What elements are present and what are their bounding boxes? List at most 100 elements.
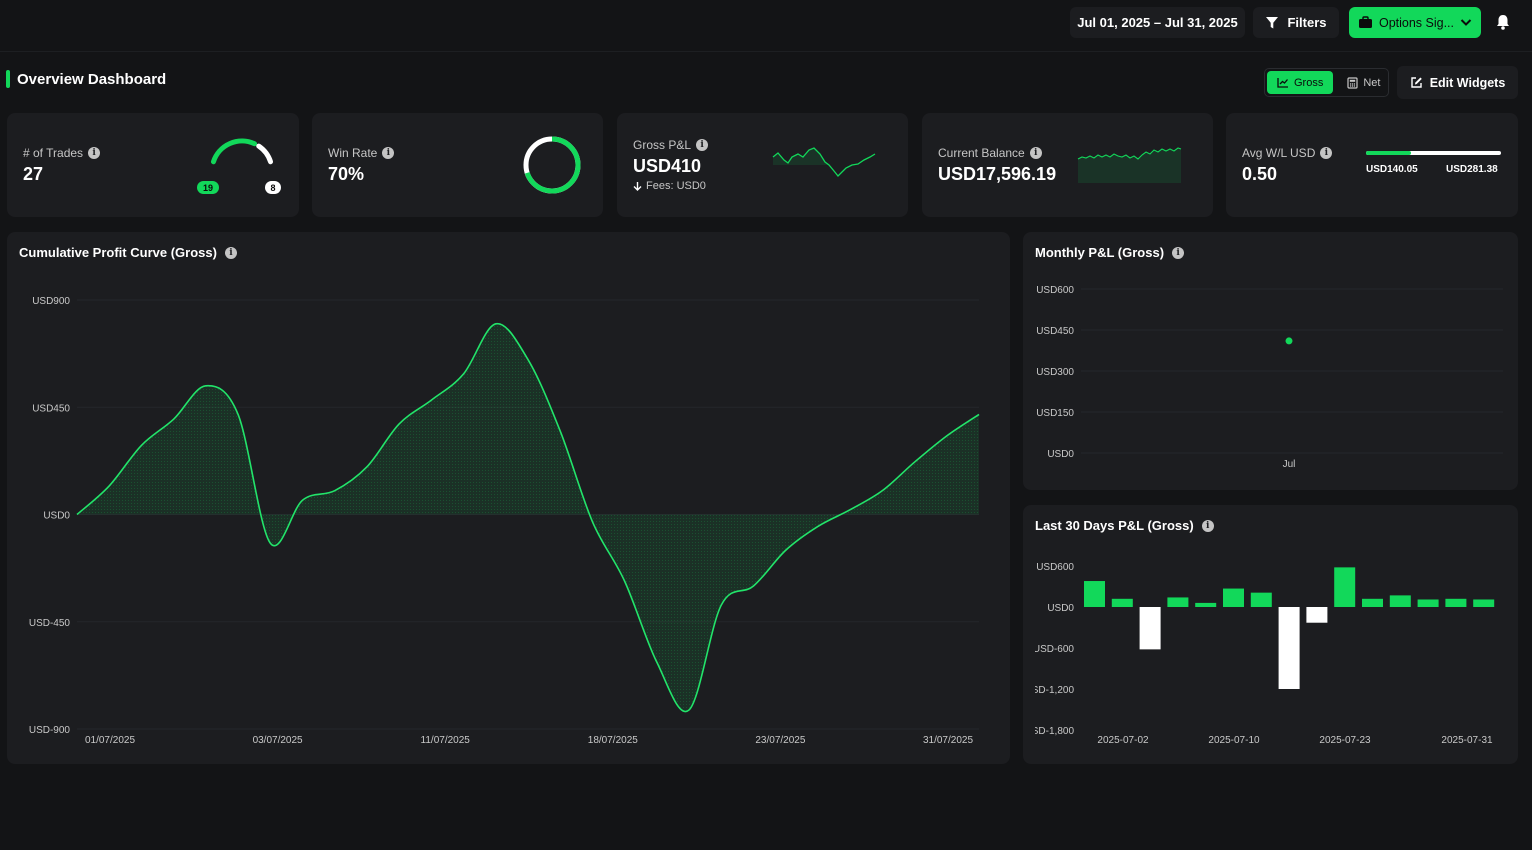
y-tick-label: USD-1,200 bbox=[1025, 685, 1075, 696]
pnl-bar[interactable] bbox=[1278, 607, 1300, 689]
last30-title-text: Last 30 Days P&L (Gross) bbox=[1035, 518, 1194, 533]
pnl-bar[interactable] bbox=[1417, 599, 1439, 607]
avg-loss-value: USD281.38 bbox=[1446, 164, 1498, 175]
balance-sparkline-fill bbox=[1078, 148, 1181, 183]
pnl-bar[interactable] bbox=[1389, 595, 1411, 607]
x-tick-label: 23/07/2025 bbox=[755, 735, 805, 746]
cumulative-chart: USD900 USD450 USD0 USD-450 USD-900 01/07/202… bbox=[29, 296, 980, 746]
x-tick-label: 2025-07-02 bbox=[1097, 735, 1149, 746]
x-tick-label: 18/07/2025 bbox=[588, 735, 638, 746]
trades-label: # of Trades i bbox=[23, 146, 101, 160]
gross-label: Gross bbox=[1294, 76, 1324, 89]
y-tick-label: USD0 bbox=[1047, 603, 1074, 614]
win-rate-ring bbox=[523, 136, 581, 194]
avg-wl-card: Avg W/L USD i 0.50 USD140.05 USD281.38 bbox=[1226, 113, 1518, 217]
ring-win-arc bbox=[523, 136, 581, 194]
info-icon[interactable]: i bbox=[1172, 246, 1185, 259]
cumulative-line bbox=[76, 323, 980, 713]
x-tick-label: 2025-07-31 bbox=[1441, 735, 1493, 746]
pnl-bar[interactable] bbox=[1111, 598, 1133, 607]
trades-value: 27 bbox=[23, 164, 44, 184]
filter-icon bbox=[1266, 16, 1279, 28]
sparkline-fill bbox=[773, 148, 829, 165]
info-icon[interactable]: i bbox=[382, 147, 395, 159]
monthly-chart: USD600 USD450 USD300 USD150 USD0 Jul bbox=[1036, 285, 1503, 470]
y-tick-label: USD600 bbox=[1036, 562, 1074, 573]
gross-pnl-value: USD410 bbox=[633, 156, 702, 176]
x-tick-label: 2025-07-23 bbox=[1319, 735, 1371, 746]
gross-net-toggle: Gross Net bbox=[1264, 68, 1389, 97]
balance-label: Current Balance i bbox=[938, 146, 1042, 160]
edit-widgets-button[interactable]: Edit Widgets bbox=[1397, 66, 1518, 99]
y-tick-label: USD300 bbox=[1036, 367, 1074, 378]
date-range-picker[interactable]: Jul 01, 2025 – Jul 31, 2025 bbox=[1070, 7, 1245, 38]
avg-win-bar-fill bbox=[1366, 151, 1411, 155]
pnl-bar[interactable] bbox=[1362, 598, 1383, 607]
top-bar: Jul 01, 2025 – Jul 31, 2025 Filters Opti… bbox=[0, 0, 1532, 52]
cumulative-title: Cumulative Profit Curve (Gross) i bbox=[19, 245, 237, 260]
page-title-text: Overview Dashboard bbox=[17, 70, 167, 88]
pnl-bar[interactable] bbox=[1306, 607, 1328, 623]
bell-icon[interactable] bbox=[1494, 13, 1512, 31]
pnl-bar[interactable] bbox=[1445, 598, 1467, 607]
avg-wl-label-text: Avg W/L USD bbox=[1242, 146, 1316, 160]
briefcase-icon bbox=[1358, 16, 1372, 28]
gross-pnl-card: Gross P&L i USD410 Fees: USD0 bbox=[617, 113, 908, 217]
info-icon[interactable]: i bbox=[224, 246, 237, 259]
pnl-bar[interactable] bbox=[1334, 567, 1356, 607]
avg-wl-value: 0.50 bbox=[1242, 164, 1278, 184]
info-icon[interactable]: i bbox=[696, 139, 709, 151]
net-label: Net bbox=[1363, 76, 1381, 89]
info-icon[interactable]: i bbox=[88, 147, 101, 159]
gross-pnl-label: Gross P&L i bbox=[633, 138, 709, 152]
edit-widgets-label: Edit Widgets bbox=[1429, 75, 1506, 90]
monthly-point[interactable] bbox=[1285, 337, 1293, 345]
monthly-title-text: Monthly P&L (Gross) bbox=[1035, 245, 1165, 260]
info-icon[interactable]: i bbox=[1029, 147, 1042, 159]
y-tick-label: USD150 bbox=[1036, 408, 1074, 419]
info-icon[interactable]: i bbox=[1320, 147, 1333, 159]
monthly-pnl-panel: Monthly P&L (Gross) i USD600 USD450 USD300… bbox=[1023, 232, 1518, 490]
gauge-win-arc bbox=[210, 138, 258, 165]
x-tick-label: 11/07/2025 bbox=[421, 735, 471, 746]
losses-count-badge: 8 bbox=[265, 181, 281, 194]
balance-card: Current Balance i USD17,596.19 bbox=[922, 113, 1213, 217]
pnl-bar[interactable] bbox=[1473, 599, 1495, 607]
page-title: Overview Dashboard bbox=[6, 70, 166, 88]
pnl-bar[interactable] bbox=[1195, 602, 1217, 607]
avg-wl-label: Avg W/L USD i bbox=[1242, 146, 1333, 160]
y-tick-label: USD-900 bbox=[29, 725, 71, 736]
filters-button[interactable]: Filters bbox=[1253, 7, 1339, 38]
pnl-bar[interactable] bbox=[1223, 588, 1244, 607]
gross-toggle-button[interactable]: Gross bbox=[1267, 71, 1334, 94]
y-tick-label: USD0 bbox=[1047, 449, 1074, 460]
gross-pnl-sparkline bbox=[772, 147, 876, 177]
x-tick-label: Jul bbox=[1283, 459, 1296, 470]
balance-sparkline bbox=[1077, 147, 1182, 183]
y-tick-label: USD600 bbox=[1036, 285, 1074, 296]
pnl-bar[interactable] bbox=[1250, 592, 1272, 607]
account-selector[interactable]: Options Sig... bbox=[1349, 7, 1481, 38]
y-tick-label: USD900 bbox=[32, 296, 70, 307]
account-label: Options Sig... bbox=[1378, 15, 1455, 30]
fees-text: Fees: USD0 bbox=[646, 180, 706, 192]
win-rate-label-text: Win Rate bbox=[328, 146, 378, 160]
info-icon[interactable]: i bbox=[1201, 519, 1214, 532]
chevron-down-icon bbox=[1460, 19, 1472, 26]
pnl-bar[interactable] bbox=[1167, 597, 1189, 607]
avg-wl-bar bbox=[1366, 151, 1501, 155]
pnl-bar[interactable] bbox=[1084, 581, 1105, 607]
pnl-bar[interactable] bbox=[1139, 607, 1161, 650]
cumulative-area bbox=[77, 323, 979, 712]
line-chart-icon bbox=[1277, 78, 1288, 88]
cumulative-profit-panel: Cumulative Profit Curve (Gross) i USD900… bbox=[7, 232, 1010, 764]
monthly-title: Monthly P&L (Gross) i bbox=[1035, 245, 1185, 260]
gauge-loss-arc bbox=[256, 143, 274, 165]
date-range-label: Jul 01, 2025 – Jul 31, 2025 bbox=[1077, 15, 1238, 30]
arrow-down-icon bbox=[633, 182, 642, 191]
trades-label-text: # of Trades bbox=[23, 146, 84, 160]
net-toggle-button[interactable]: Net bbox=[1337, 71, 1390, 94]
last30-chart: USD600 USD0 USD-600 USD-1,200 USD-1,800 2025… bbox=[1025, 562, 1495, 746]
title-accent-bar bbox=[6, 70, 10, 88]
filters-label: Filters bbox=[1287, 15, 1327, 30]
